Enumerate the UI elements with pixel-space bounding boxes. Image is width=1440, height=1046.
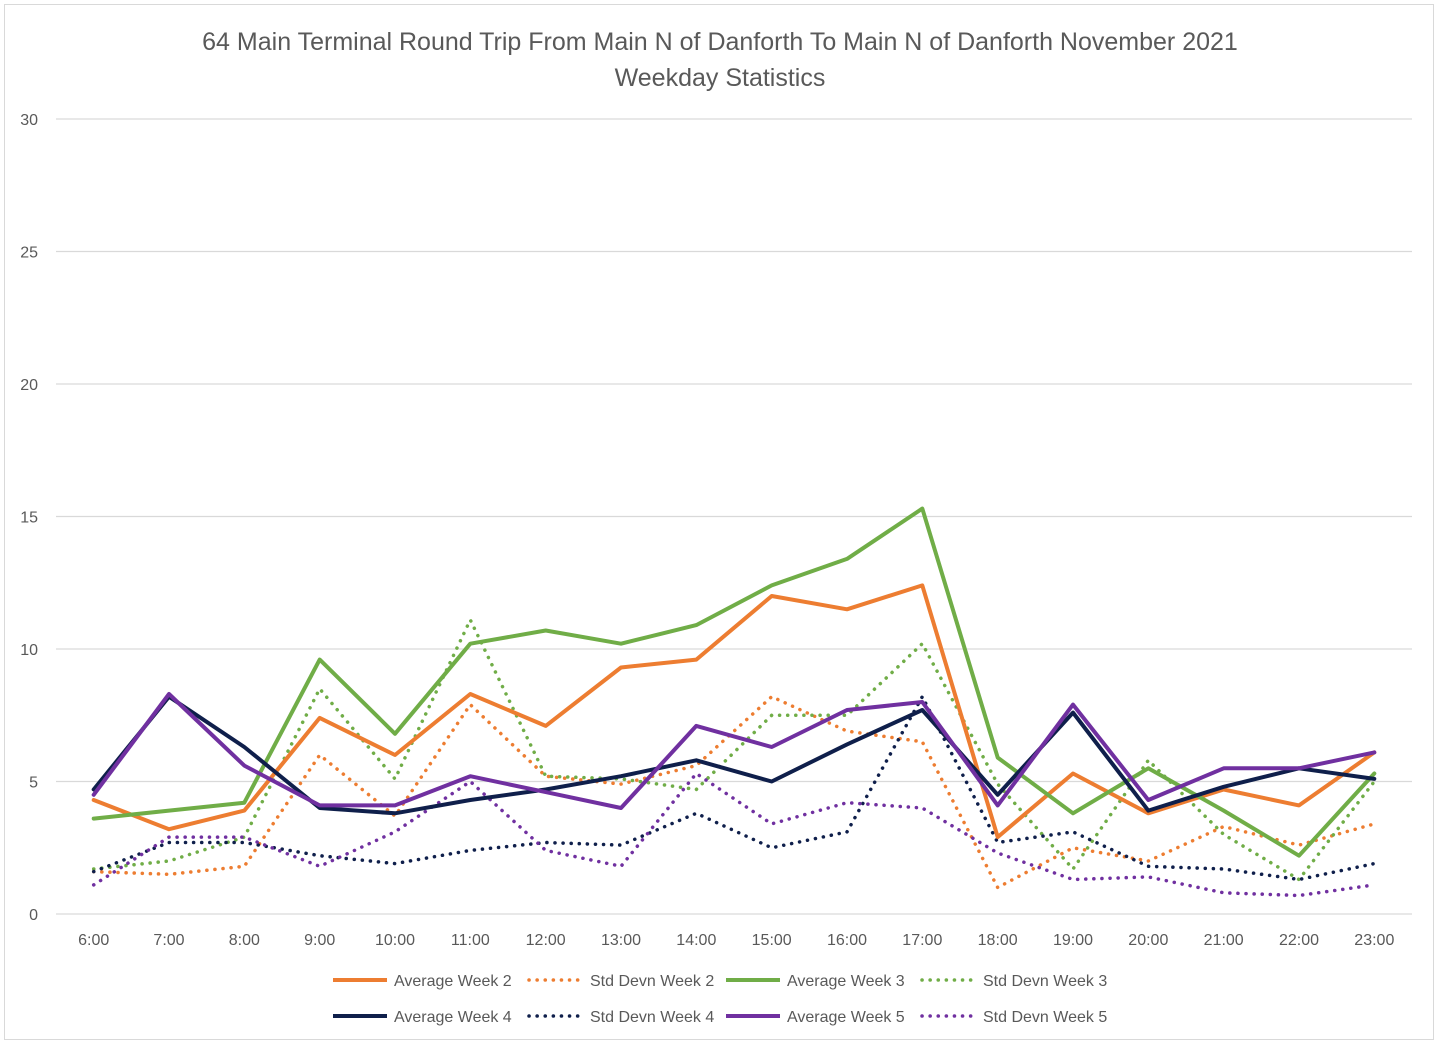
x-tick-label: 10:00 [375,932,415,949]
x-tick-label: 9:00 [304,932,335,949]
legend-item: Average Week 4 [333,1009,512,1026]
plot-area [91,506,1377,898]
y-tick-label: 5 [29,775,38,792]
x-tick-label: 12:00 [526,932,566,949]
series-line [91,692,1377,810]
y-tick-label: 25 [20,245,38,262]
x-tick-label: 6:00 [78,932,109,949]
x-tick-label: 14:00 [676,932,716,949]
legend-label: Std Devn Week 2 [590,973,714,990]
x-tick-label: 15:00 [752,932,792,949]
y-tick-label: 20 [20,377,38,394]
legend-label: Std Devn Week 3 [983,973,1107,990]
x-tick-label: 16:00 [827,932,867,949]
series-line [91,771,1377,898]
series-average-week-4 [91,694,1377,816]
series-line [91,694,1377,882]
series-average-week-3 [91,506,1377,858]
legend-label: Average Week 3 [787,973,905,990]
x-tick-label: 13:00 [601,932,641,949]
x-tick-label: 17:00 [902,932,942,949]
series-line [91,694,1377,816]
x-tick-label: 19:00 [1053,932,1093,949]
legend-label: Average Week 2 [394,973,512,990]
legend: Average Week 2 Std Devn Week 2 Average Wee… [333,973,1107,1026]
legend-item: Std Devn Week 5 [920,1009,1107,1026]
y-tick-label: 30 [20,112,38,129]
series-std-devn-week-4 [91,694,1377,882]
axes: 0 5 10 15 20 25 30 6:00 7:00 8:00 9:00 10:00 11:00 12… [20,112,1412,949]
x-tick-label: 23:00 [1354,932,1394,949]
legend-item: Average Week 3 [726,973,905,990]
gridlines [56,118,1412,783]
series-average-week-5 [91,692,1377,810]
series-std-devn-week-5 [91,771,1377,898]
x-tick-label: 18:00 [978,932,1018,949]
series-line [91,618,1377,882]
legend-item: Average Week 5 [726,1009,905,1026]
y-tick-label: 0 [29,907,38,924]
chart-title: 64 Main Terminal Round Trip From Main N … [202,28,1238,56]
chart-subtitle: Weekday Statistics [615,64,826,92]
series-line [91,583,1377,840]
series-average-week-2 [91,583,1377,840]
y-tick-label: 15 [20,510,38,527]
legend-label: Std Devn Week 4 [590,1009,714,1026]
series-line [91,694,1377,890]
series-line [91,506,1377,858]
x-tick-label: 21:00 [1204,932,1244,949]
x-tick-label: 11:00 [451,932,490,949]
legend-item: Std Devn Week 4 [527,1009,714,1026]
y-tick-label: 10 [20,642,38,659]
x-tick-label: 8:00 [229,932,260,949]
x-tick-label: 22:00 [1279,932,1319,949]
legend-item: Std Devn Week 3 [920,973,1107,990]
x-tick-label: 20:00 [1128,932,1168,949]
legend-label: Average Week 5 [787,1009,905,1026]
legend-item: Average Week 2 [333,973,512,990]
series-std-devn-week-3 [91,618,1377,882]
x-tick-label: 7:00 [153,932,184,949]
legend-label: Average Week 4 [394,1009,512,1026]
legend-item: Std Devn Week 2 [527,973,714,990]
legend-label: Std Devn Week 5 [983,1009,1107,1026]
